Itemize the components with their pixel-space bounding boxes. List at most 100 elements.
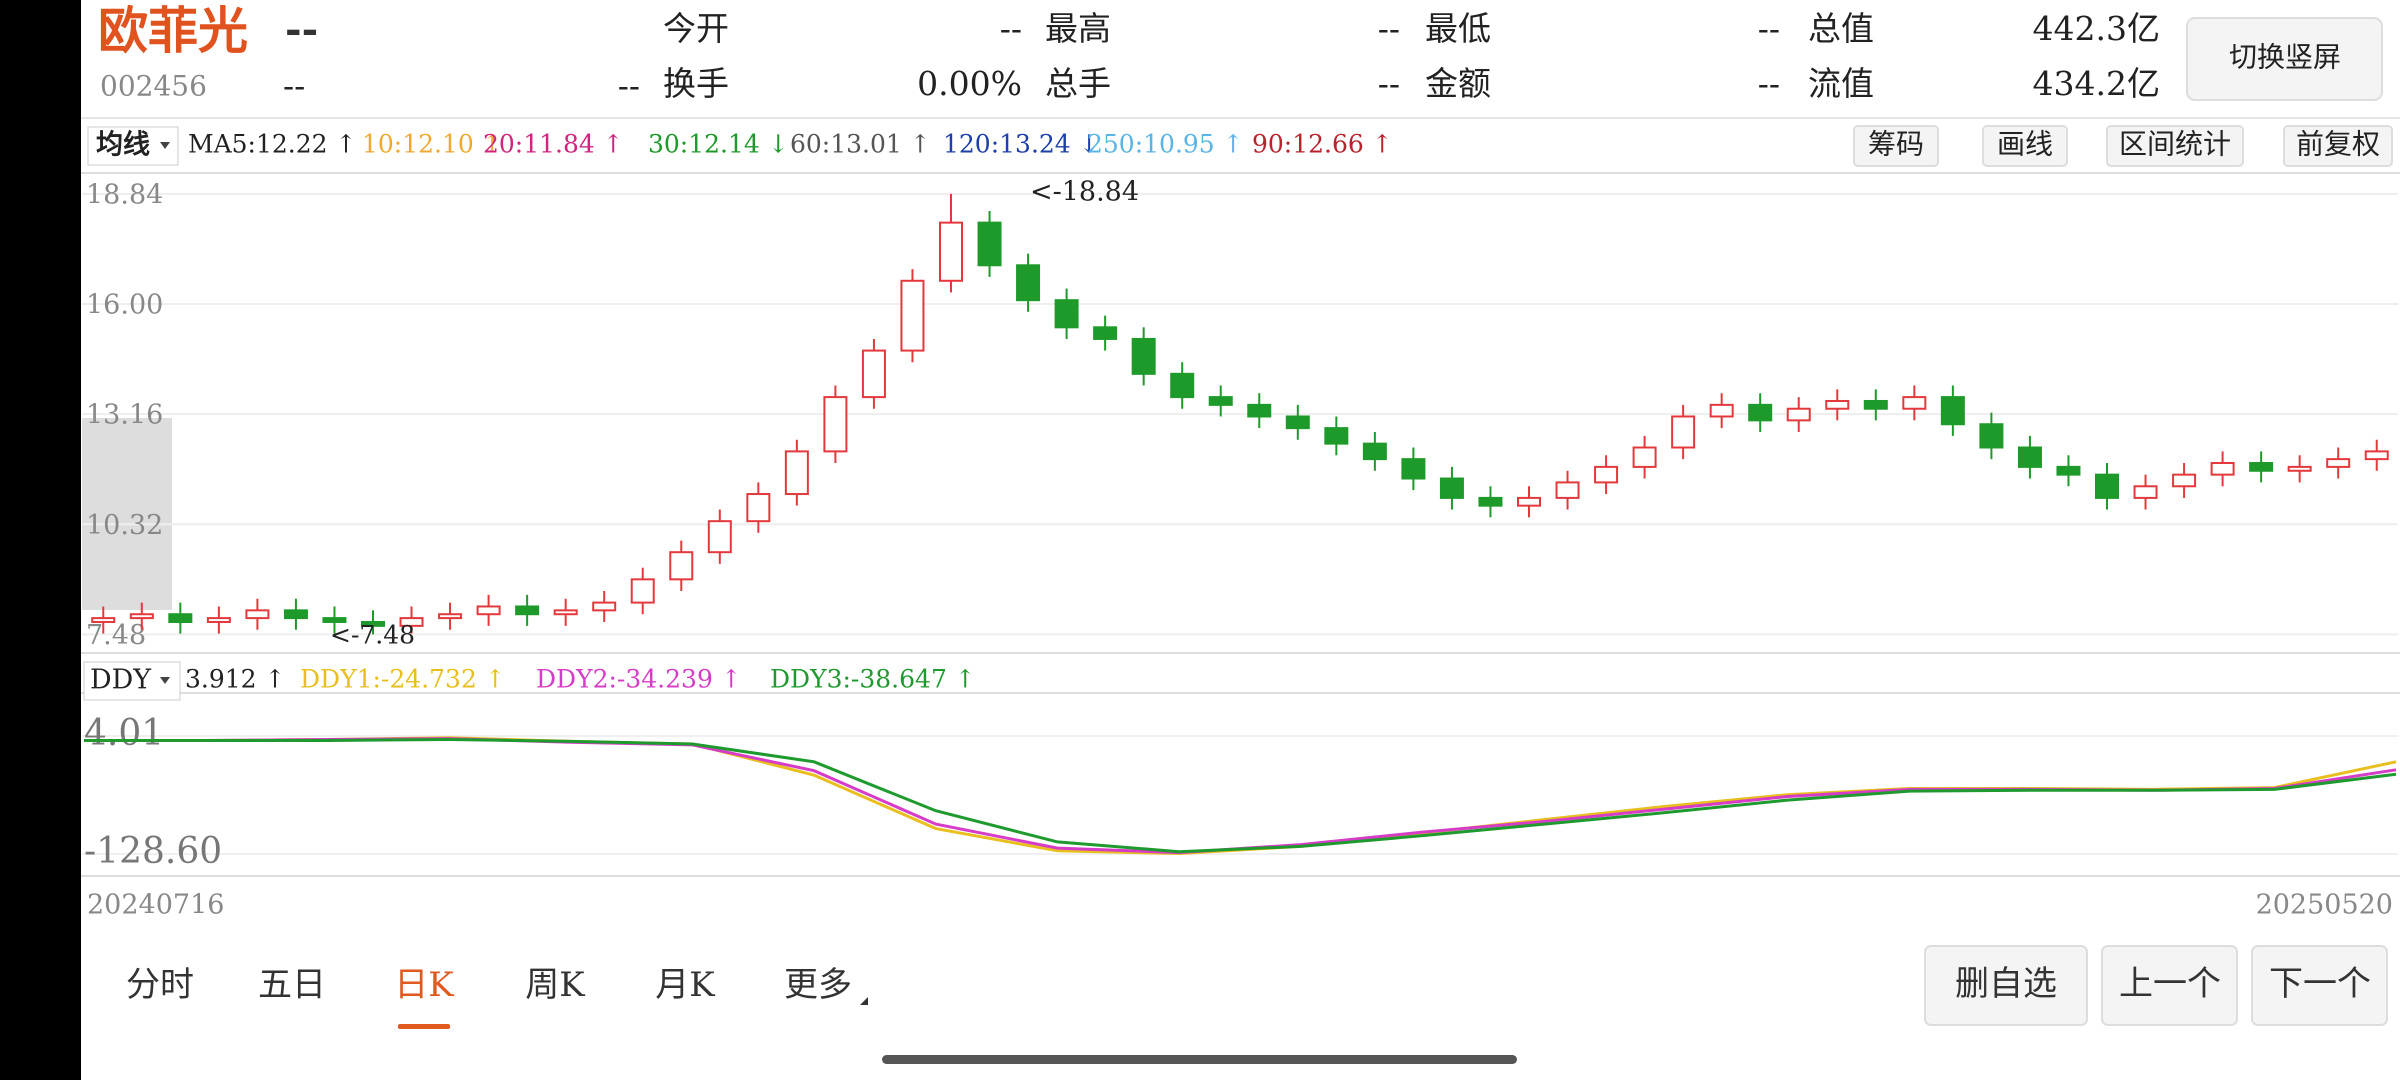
y-tick-label: 10.32 xyxy=(86,510,163,541)
dropdown-icon xyxy=(160,142,170,149)
candle-body xyxy=(977,221,1002,267)
y-tick-label: 13.16 xyxy=(86,400,163,431)
action-label[interactable]: 上一个 xyxy=(2119,964,2221,1004)
action-button[interactable] xyxy=(2101,945,2238,1026)
candle-body xyxy=(1940,396,1965,426)
candle-body xyxy=(1863,399,1888,410)
tool-button-label[interactable]: 前复权 xyxy=(2296,128,2380,161)
candle-body xyxy=(2133,485,2158,499)
candle-body xyxy=(1902,396,1927,410)
candle-body xyxy=(2364,450,2389,461)
candle-body xyxy=(361,620,385,627)
tab-underline xyxy=(398,1024,450,1029)
candle-body xyxy=(1093,326,1118,340)
tool-button-label[interactable]: 筹码 xyxy=(1868,128,1924,161)
date-end: 20250520 xyxy=(2256,890,2393,921)
action-button[interactable] xyxy=(1924,945,2088,1026)
candle-body xyxy=(900,279,925,352)
candle-body xyxy=(245,609,270,620)
candle-body xyxy=(553,609,578,616)
candle-body xyxy=(1285,415,1310,430)
scroll-handle[interactable] xyxy=(82,418,172,610)
candle-body xyxy=(1671,415,1696,449)
quote-value: -- xyxy=(618,66,640,105)
tab[interactable]: 周K xyxy=(525,965,585,1005)
tool-button[interactable] xyxy=(1853,125,1939,167)
candle-body xyxy=(322,617,347,623)
quote-value: -- xyxy=(1758,9,1780,48)
tab[interactable]: 更多 xyxy=(784,965,852,1005)
ma-item: 60:13.01 ↑ xyxy=(790,130,931,159)
stock-name: 欧菲光 xyxy=(98,1,248,60)
candle-body xyxy=(784,450,809,496)
action-label[interactable]: 删自选 xyxy=(1955,964,2057,1004)
candle-body xyxy=(1979,423,2004,449)
ma-item: 30:12.14 ↓ xyxy=(648,130,789,159)
ddy-selector[interactable]: DDY xyxy=(90,665,152,696)
candle-body xyxy=(669,551,694,581)
button-bg xyxy=(2186,17,2383,101)
home-indicator xyxy=(882,1055,1517,1064)
ma-item: 250:10.95 ↑ xyxy=(1087,130,1244,159)
candle-body xyxy=(1401,458,1426,480)
candle-body xyxy=(129,613,154,620)
quote-value: -- xyxy=(283,66,305,105)
ma-item: 10:12.10 ↑ xyxy=(362,130,503,159)
ma-item: 90:12.66 ↑ xyxy=(1252,130,1393,159)
min-label: <-7.48 xyxy=(330,621,415,650)
candle-body xyxy=(515,605,540,616)
tool-button-label[interactable]: 画线 xyxy=(1997,128,2053,161)
candle-body xyxy=(1324,427,1349,445)
action-button[interactable] xyxy=(2251,945,2388,1026)
quote-label: 金额 xyxy=(1425,64,1491,103)
candle-body xyxy=(1247,403,1272,418)
tool-button[interactable] xyxy=(2106,125,2244,167)
tool-button[interactable] xyxy=(2283,125,2393,167)
quote-label: 最低 xyxy=(1425,9,1491,48)
ddy-value: 3.912 ↑ xyxy=(185,665,285,694)
quote-label: 总值 xyxy=(1808,9,1874,48)
ma-item: 20:11.84 ↑ xyxy=(483,130,624,159)
candle-body xyxy=(438,613,463,620)
candle-body xyxy=(1131,337,1156,375)
candle-body xyxy=(2287,465,2312,472)
candle-body xyxy=(707,520,732,554)
ma-item: MA5:12.22 ↑ xyxy=(188,130,356,159)
left-edge xyxy=(0,0,81,1080)
stock-code: 002456 xyxy=(100,70,207,103)
candle-body xyxy=(1208,396,1233,406)
date-start: 20240716 xyxy=(87,890,224,921)
y-tick-label: -128.60 xyxy=(84,831,222,872)
tab[interactable]: 分时 xyxy=(126,965,194,1005)
candle-body xyxy=(476,605,501,616)
candle-body xyxy=(1054,299,1079,329)
quote-label: 总手 xyxy=(1045,64,1111,103)
candle-body xyxy=(2017,446,2042,468)
quote-value: -- xyxy=(1758,64,1780,103)
candle-body xyxy=(861,349,886,399)
action-label[interactable]: 下一个 xyxy=(2269,964,2371,1004)
candle-body xyxy=(1555,481,1580,499)
candle-body xyxy=(1439,477,1464,499)
ddy-line xyxy=(84,737,2397,855)
quote-value: 434.2亿 xyxy=(2033,64,2160,103)
switch-button[interactable]: 切换竖屏 xyxy=(2186,17,2383,101)
quote-value: 442.3亿 xyxy=(2033,9,2160,48)
candle-body xyxy=(2210,462,2235,476)
quotes: 今开 -- 最高 -- 最低 -- 总值 442.3亿 换手 0.00% 总手 … xyxy=(663,9,2160,103)
ma-selector[interactable]: 均线 xyxy=(96,130,150,161)
candle-body xyxy=(939,221,963,282)
tool-button-label[interactable]: 区间统计 xyxy=(2119,128,2231,161)
tool-button[interactable] xyxy=(1982,125,2068,167)
quote-value: -- xyxy=(1378,64,1400,103)
tab[interactable]: 五日 xyxy=(258,965,326,1005)
candle-body xyxy=(2249,462,2274,472)
candle-body xyxy=(1709,403,1734,418)
candle-body xyxy=(1594,465,1619,484)
candle-body xyxy=(823,396,848,453)
y-tick-label: 18.84 xyxy=(86,179,163,210)
tab-active[interactable]: 日K xyxy=(394,965,454,1005)
y-tick-label: 7.48 xyxy=(86,620,146,651)
candle-body xyxy=(2056,465,2081,476)
tab[interactable]: 月K xyxy=(655,965,715,1005)
